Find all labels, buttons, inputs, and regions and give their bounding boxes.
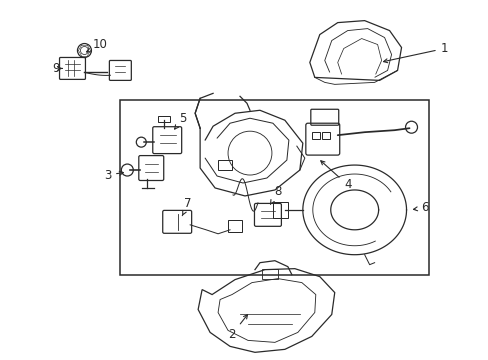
Text: 8: 8	[270, 185, 281, 204]
Text: 4: 4	[320, 161, 351, 192]
Text: 10: 10	[86, 38, 108, 52]
Bar	[218, 160, 232, 170]
Text: 5: 5	[174, 112, 186, 129]
Text: 2: 2	[228, 315, 247, 341]
Text: 6: 6	[413, 201, 427, 215]
Text: 7: 7	[182, 197, 191, 216]
Bar	[120, 100, 428, 275]
Text: 9: 9	[52, 62, 62, 75]
Bar	[262, 269, 277, 279]
Bar	[321, 132, 329, 139]
Bar	[311, 132, 319, 139]
Bar	[227, 220, 242, 232]
Bar	[158, 116, 170, 122]
Text: 3: 3	[103, 168, 123, 181]
Bar	[272, 202, 287, 218]
Text: 1: 1	[383, 42, 447, 63]
